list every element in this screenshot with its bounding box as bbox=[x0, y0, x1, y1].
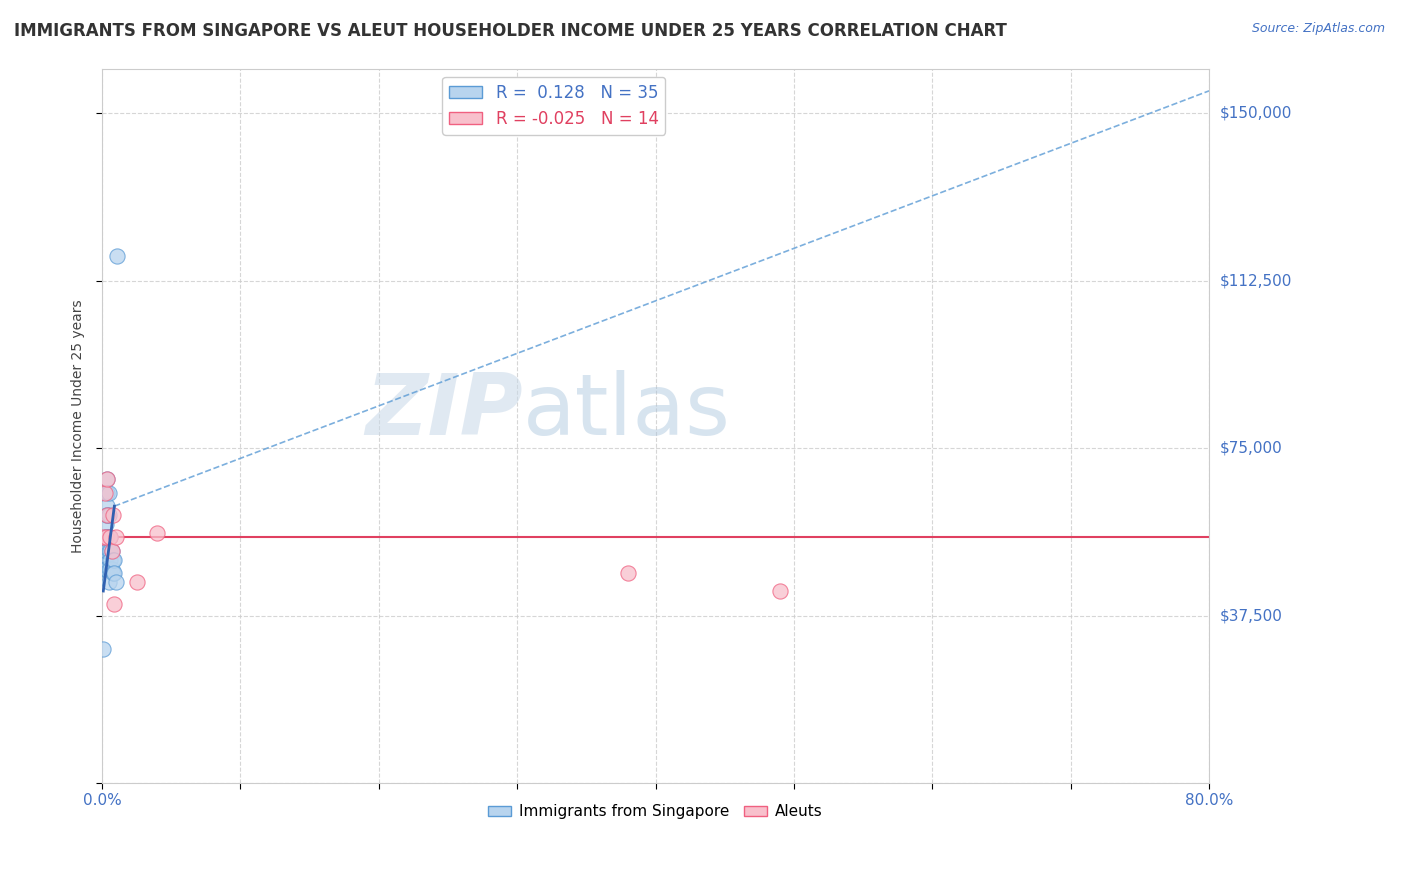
Point bbox=[93, 485, 115, 500]
Text: $112,500: $112,500 bbox=[1220, 273, 1292, 288]
Point bbox=[97, 575, 120, 590]
Point bbox=[101, 553, 124, 567]
Point bbox=[96, 499, 118, 513]
Point bbox=[96, 508, 118, 522]
Text: ZIP: ZIP bbox=[366, 370, 523, 453]
Text: Source: ZipAtlas.com: Source: ZipAtlas.com bbox=[1251, 22, 1385, 36]
Point bbox=[96, 530, 118, 544]
Point bbox=[96, 562, 118, 576]
Point bbox=[146, 525, 169, 540]
Point bbox=[100, 544, 122, 558]
Point bbox=[96, 544, 118, 558]
Point bbox=[94, 530, 117, 544]
Point bbox=[93, 553, 115, 567]
Point bbox=[94, 530, 117, 544]
Text: $37,500: $37,500 bbox=[1220, 608, 1284, 624]
Text: $150,000: $150,000 bbox=[1220, 105, 1292, 120]
Point bbox=[91, 642, 114, 657]
Point bbox=[125, 575, 148, 590]
Point bbox=[105, 249, 128, 263]
Point bbox=[103, 566, 125, 581]
Point bbox=[96, 472, 118, 486]
Point bbox=[98, 544, 121, 558]
Point bbox=[98, 530, 121, 544]
Point bbox=[93, 562, 115, 576]
Point bbox=[100, 562, 122, 576]
Point bbox=[97, 530, 120, 544]
Text: IMMIGRANTS FROM SINGAPORE VS ALEUT HOUSEHOLDER INCOME UNDER 25 YEARS CORRELATION: IMMIGRANTS FROM SINGAPORE VS ALEUT HOUSE… bbox=[14, 22, 1007, 40]
Point bbox=[91, 530, 114, 544]
Point bbox=[100, 544, 122, 558]
Point bbox=[91, 562, 114, 576]
Point bbox=[98, 562, 121, 576]
Point bbox=[94, 544, 117, 558]
Point bbox=[101, 508, 124, 522]
Point bbox=[104, 530, 127, 544]
Point bbox=[97, 508, 120, 522]
Point bbox=[96, 472, 118, 486]
Legend: Immigrants from Singapore, Aleuts: Immigrants from Singapore, Aleuts bbox=[482, 798, 830, 825]
Point bbox=[93, 530, 115, 544]
Y-axis label: Householder Income Under 25 years: Householder Income Under 25 years bbox=[72, 299, 86, 552]
Text: $75,000: $75,000 bbox=[1220, 441, 1282, 456]
Point bbox=[94, 508, 117, 522]
Point bbox=[96, 508, 118, 522]
Point bbox=[96, 485, 118, 500]
Point bbox=[97, 544, 120, 558]
Point bbox=[104, 575, 127, 590]
Point bbox=[103, 598, 125, 612]
Point bbox=[101, 566, 124, 581]
Point bbox=[98, 553, 121, 567]
Point bbox=[94, 516, 117, 531]
Point bbox=[769, 584, 792, 599]
Point bbox=[617, 566, 640, 581]
Point bbox=[97, 562, 120, 576]
Text: atlas: atlas bbox=[523, 370, 731, 453]
Point bbox=[98, 530, 121, 544]
Point bbox=[97, 485, 120, 500]
Point bbox=[94, 562, 117, 576]
Point bbox=[103, 553, 125, 567]
